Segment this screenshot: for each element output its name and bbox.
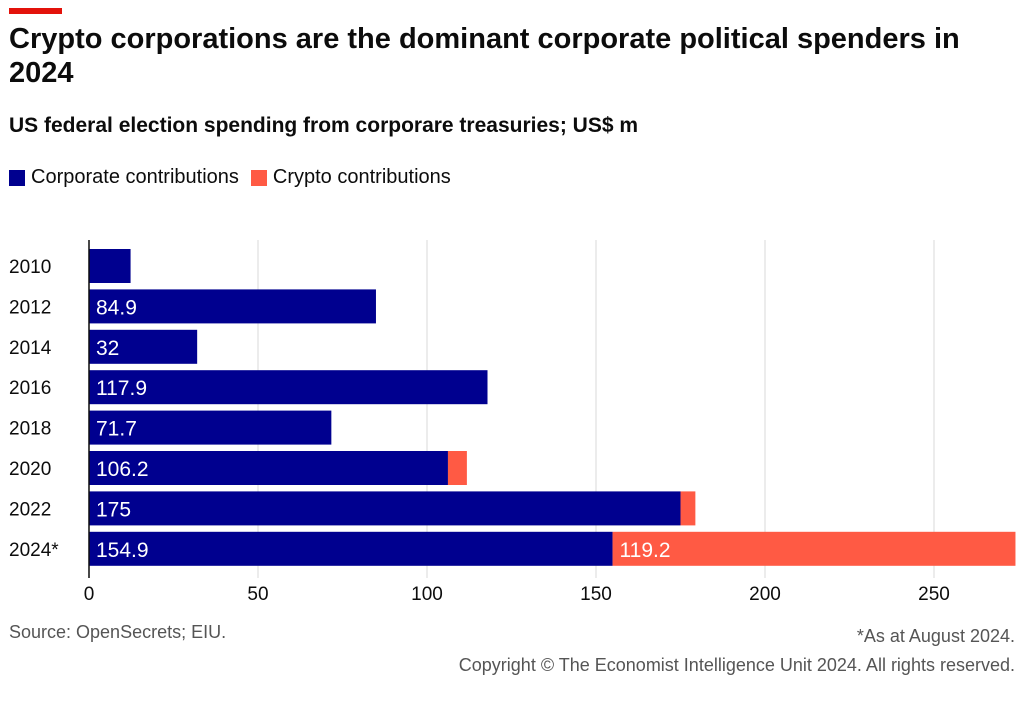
bar-corporate <box>89 370 488 405</box>
bar-corporate <box>89 410 332 445</box>
footnote: *As at August 2024. <box>856 626 1015 646</box>
legend-item-crypto: Crypto contributions <box>250 166 451 189</box>
data-label: 175 <box>96 498 131 521</box>
source-note: Source: OpenSecrets; EIU. <box>9 622 227 642</box>
bar-crypto <box>680 491 696 526</box>
y-tick-label: 2014 <box>9 338 52 359</box>
legend-swatch <box>9 169 25 186</box>
bar-corporate <box>89 249 131 283</box>
legend-label: Corporate contributions <box>31 166 239 188</box>
bar-corporate <box>89 329 198 364</box>
y-tick-label: 2016 <box>9 378 51 399</box>
legend-item-corporate: Corporate contributions <box>9 166 239 189</box>
data-label: 119.2 <box>620 539 671 562</box>
data-label: 71.7 <box>96 418 137 441</box>
legend: Corporate contributions Crypto contribut… <box>9 166 451 189</box>
y-tick-label: 2010 <box>9 257 51 278</box>
brand-bar <box>9 8 62 14</box>
legend-label: Crypto contributions <box>272 166 451 188</box>
data-label: 117.9 <box>96 377 147 400</box>
x-tick-label: 250 <box>918 584 950 605</box>
bar-corporate <box>89 451 448 485</box>
bar-crypto <box>447 451 467 485</box>
x-tick-label: 50 <box>247 584 268 605</box>
x-tick-label: 100 <box>411 584 443 605</box>
bar-corporate <box>89 531 613 566</box>
data-label: 84.9 <box>96 296 137 319</box>
footnote-block: *As at August 2024. Copyright © The Econ… <box>395 622 1015 680</box>
chart-title: Crypto corporations are the dominant cor… <box>9 23 960 89</box>
chart-subtitle: US federal election spending from corpor… <box>9 114 639 137</box>
bar-corporate <box>89 289 376 324</box>
bar-corporate <box>89 491 681 526</box>
y-tick-label: 2018 <box>9 419 51 440</box>
x-tick-label: 200 <box>749 584 781 605</box>
bar-crypto <box>612 531 1016 566</box>
data-label: 106.2 <box>96 458 149 481</box>
y-tick-label: 2024* <box>9 540 59 561</box>
x-tick-label: 0 <box>84 584 95 605</box>
legend-swatch <box>250 169 267 186</box>
y-tick-label: 2022 <box>9 499 51 520</box>
data-label: 154.9 <box>96 539 149 562</box>
x-tick-label: 150 <box>580 584 612 605</box>
data-label: 32 <box>96 337 119 360</box>
y-tick-label: 2020 <box>9 459 51 480</box>
y-tick-label: 2012 <box>9 297 51 318</box>
copyright: Copyright © The Economist Intelligence U… <box>458 655 1015 675</box>
